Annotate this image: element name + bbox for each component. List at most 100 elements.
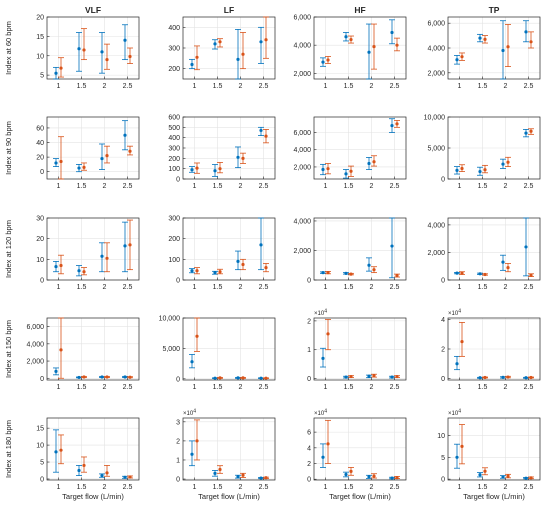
data-point-series1	[77, 468, 81, 473]
y-tick-label: 300	[168, 46, 180, 53]
data-point-series1	[524, 245, 528, 249]
data-point-series2	[82, 463, 86, 468]
data-point-series1	[390, 375, 394, 379]
data-point-series1	[100, 254, 104, 258]
data-point-series1	[100, 375, 104, 379]
panel-background	[314, 218, 406, 280]
data-point-series1	[390, 244, 394, 248]
panel-r1-c4: 2,000 4,000 6,000 1 1.5 2 2.5 TP	[427, 5, 541, 90]
x-tick-label: 2	[239, 83, 243, 90]
data-point-series2	[483, 37, 487, 41]
panel-r3-c3: 0 2,000 4,000 1 1.5 2 2.5	[293, 217, 407, 291]
panel-r5-c4: 0 5 10 1 1.5 2 2.5 ×104 Target flow (L/min)	[437, 409, 541, 501]
data-point-series1	[236, 376, 240, 380]
y-tick-label: 4,000	[293, 43, 311, 50]
data-point-series2	[241, 473, 245, 477]
y-tick-label: 5	[40, 460, 44, 467]
panel-background	[47, 117, 139, 179]
x-tick-label: 2.5	[123, 183, 133, 190]
data-point-series2	[506, 160, 510, 164]
y-tick-label: 4,000	[427, 46, 445, 53]
data-point-series2	[326, 442, 330, 446]
x-tick-label: 1.5	[344, 384, 354, 391]
data-point-series1	[236, 259, 240, 263]
data-point-series2	[241, 52, 245, 56]
x-tick-label: 1.5	[77, 384, 87, 391]
row-ylabel: Index at 180 bpm	[4, 420, 13, 478]
data-point-series1	[367, 475, 371, 479]
y-tick-label: 30	[36, 216, 44, 223]
x-axis-label: Target flow (L/min)	[329, 492, 391, 501]
x-tick-label: 2	[103, 284, 107, 291]
data-point-series1	[321, 60, 325, 64]
panel-r2-c2: 0 100 200 300 400 500 600 1 1.5 2 2.5	[168, 115, 276, 190]
panel-background	[183, 418, 275, 480]
panel-frame	[447, 116, 541, 180]
panel-frame	[313, 317, 407, 381]
data-point-series1	[321, 167, 325, 172]
x-tick-label: 1.5	[478, 183, 488, 190]
y-tick-label: 0	[40, 376, 44, 383]
data-point-series2	[349, 374, 353, 379]
x-tick-label: 1.5	[213, 484, 223, 491]
data-point-series1	[321, 356, 325, 360]
panel-frame	[46, 16, 140, 80]
x-tick-label: 2.5	[524, 83, 534, 90]
panel-background	[183, 318, 275, 380]
x-tick-label: 2	[370, 284, 374, 291]
row-ylabel: Index at 120 bpm	[4, 220, 13, 278]
panel-frame	[313, 217, 407, 281]
data-point-series1	[77, 269, 81, 273]
x-tick-label: 1	[324, 384, 328, 391]
x-axis-label: Target flow (L/min)	[62, 492, 124, 501]
data-point-series2	[264, 134, 268, 138]
y-tick-label: 5	[441, 455, 445, 462]
data-point-series2	[529, 129, 533, 133]
panel-frame	[46, 317, 140, 381]
data-point-series2	[218, 167, 222, 171]
x-tick-label: 1.5	[344, 183, 354, 190]
x-tick-label: 1.5	[77, 484, 87, 491]
row-ylabel: Index at 60 bpm	[4, 21, 13, 75]
data-point-series1	[344, 35, 348, 39]
x-tick-label: 1	[57, 484, 61, 491]
y-tick-label: 2,000	[293, 164, 311, 171]
data-point-series1	[455, 271, 459, 275]
x-tick-label: 2	[103, 484, 107, 491]
y-tick-label: 6,000	[293, 15, 311, 22]
x-tick-label: 2	[103, 83, 107, 90]
panel-r2-c4: 0 5,000 10,000 1 1.5 2 2.5	[424, 115, 541, 190]
data-point-series2	[372, 160, 376, 164]
data-point-series2	[264, 476, 268, 480]
data-point-series1	[259, 376, 263, 380]
data-point-series2	[395, 43, 399, 47]
x-tick-label: 1	[193, 484, 197, 491]
data-point-series2	[128, 149, 132, 153]
x-tick-label: 2	[370, 183, 374, 190]
data-point-series1	[455, 455, 459, 459]
data-point-series2	[59, 348, 63, 352]
data-point-series1	[390, 124, 394, 128]
panel-frame	[447, 16, 541, 80]
x-tick-label: 2	[504, 484, 508, 491]
panel-r3-c4: 0 2,000 4,000 1 1.5 2 2.5	[427, 217, 541, 291]
data-point-series1	[501, 475, 505, 479]
x-tick-label: 1.5	[478, 484, 488, 491]
x-tick-label: 2	[239, 484, 243, 491]
data-point-series1	[390, 30, 394, 35]
data-point-series1	[77, 166, 81, 170]
y-tick-label: 200	[168, 66, 180, 73]
panel-r1-c1: 5 10 15 20 1 1.5 2 2.5 VLF Index at 60 bpm	[4, 5, 140, 90]
data-point-series2	[460, 55, 464, 59]
data-point-series2	[195, 439, 199, 443]
data-point-series1	[344, 472, 348, 477]
y-tick-label: 0	[441, 376, 445, 383]
x-tick-label: 2.5	[259, 183, 269, 190]
data-point-series2	[460, 271, 464, 275]
x-tick-label: 1	[193, 83, 197, 90]
panel-frame	[313, 417, 407, 481]
data-point-series2	[82, 48, 86, 52]
x-tick-label: 1	[324, 83, 328, 90]
data-point-series2	[82, 375, 86, 379]
data-point-series1	[321, 455, 325, 459]
